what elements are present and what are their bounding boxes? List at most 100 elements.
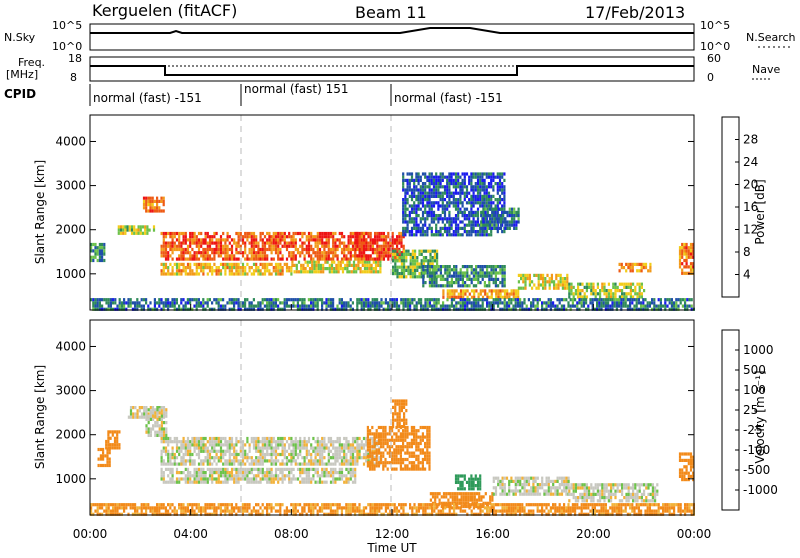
heat-cell bbox=[211, 266, 213, 269]
heat-cell bbox=[348, 242, 350, 245]
heat-cell bbox=[348, 459, 350, 462]
heat-cell bbox=[202, 248, 204, 251]
heat-cell bbox=[409, 445, 411, 448]
heat-cell bbox=[431, 227, 433, 230]
heat-cell bbox=[500, 220, 502, 223]
heat-cell bbox=[493, 298, 495, 301]
heat-cell bbox=[262, 245, 264, 248]
heat-cell bbox=[277, 258, 279, 261]
heat-cell bbox=[598, 298, 600, 301]
heat-cell bbox=[468, 220, 470, 223]
heat-cell bbox=[427, 305, 429, 308]
heat-cell bbox=[277, 468, 279, 471]
heat-cell bbox=[103, 259, 105, 262]
heat-cell bbox=[398, 452, 400, 455]
heat-cell bbox=[145, 431, 147, 434]
heat-cell bbox=[359, 258, 361, 261]
heat-cell bbox=[323, 481, 325, 484]
heat-cell bbox=[231, 477, 233, 480]
heat-cell bbox=[205, 248, 207, 251]
heat-cell bbox=[323, 471, 325, 474]
heat-cell bbox=[345, 468, 347, 471]
heat-cell bbox=[165, 235, 167, 238]
heat-cell bbox=[279, 242, 281, 245]
heat-cell bbox=[104, 454, 106, 457]
heat-cell bbox=[350, 474, 352, 477]
heat-cell bbox=[606, 289, 608, 292]
heat-cell bbox=[393, 432, 395, 435]
heat-cell bbox=[404, 445, 406, 448]
heat-cell bbox=[353, 267, 355, 270]
heat-cell bbox=[374, 298, 376, 301]
heat-cell bbox=[244, 301, 246, 304]
heat-cell bbox=[178, 248, 180, 251]
heat-cell bbox=[341, 474, 343, 477]
heat-cell bbox=[106, 454, 108, 457]
heat-cell bbox=[293, 238, 295, 241]
heat-cell bbox=[220, 453, 222, 456]
heat-cell bbox=[440, 227, 442, 230]
heat-cell bbox=[302, 270, 304, 273]
heat-cell bbox=[495, 281, 497, 284]
heat-cell bbox=[262, 450, 264, 453]
heat-cell bbox=[459, 201, 461, 204]
heat-cell bbox=[409, 305, 411, 308]
heat-cell bbox=[211, 450, 213, 453]
heat-cell bbox=[395, 452, 397, 455]
heat-cell bbox=[409, 179, 411, 182]
heat-cell bbox=[429, 192, 431, 195]
heat-cell bbox=[623, 283, 625, 286]
heat-cell bbox=[194, 235, 196, 238]
heat-cell bbox=[227, 232, 229, 235]
heat-cell bbox=[271, 258, 273, 261]
heat-cell bbox=[462, 204, 464, 207]
heat-cell bbox=[400, 448, 402, 451]
heat-cell bbox=[180, 459, 182, 462]
heat-cell bbox=[231, 437, 233, 440]
heat-cell bbox=[627, 298, 629, 301]
heat-cell bbox=[402, 188, 404, 191]
heat-cell bbox=[310, 447, 312, 450]
heat-cell bbox=[172, 453, 174, 456]
heat-cell bbox=[154, 301, 156, 304]
heat-cell bbox=[354, 232, 356, 235]
heat-cell bbox=[556, 298, 558, 301]
heat-cell bbox=[343, 251, 345, 254]
heat-cell bbox=[404, 204, 406, 207]
heat-cell bbox=[156, 209, 158, 212]
heat-cell bbox=[202, 258, 204, 261]
heat-cell bbox=[171, 305, 173, 308]
heat-cell bbox=[497, 192, 499, 195]
power-cells bbox=[90, 172, 695, 311]
heat-cell bbox=[315, 481, 317, 484]
heat-cell bbox=[246, 298, 248, 301]
heat-cell bbox=[378, 426, 380, 429]
heat-cell bbox=[664, 305, 666, 308]
heat-cell bbox=[484, 201, 486, 204]
heat-cell bbox=[218, 248, 220, 251]
heat-cell bbox=[550, 301, 552, 304]
heat-cell bbox=[253, 254, 255, 257]
heat-cell bbox=[455, 268, 457, 271]
heat-cell bbox=[499, 268, 501, 271]
heat-cell bbox=[409, 461, 411, 464]
heat-cell bbox=[161, 463, 163, 466]
heat-cell bbox=[413, 185, 415, 188]
heat-cell bbox=[477, 301, 479, 304]
heat-cell bbox=[321, 242, 323, 245]
heat-cell bbox=[515, 298, 517, 301]
heat-cell bbox=[332, 248, 334, 251]
heat-cell bbox=[163, 269, 165, 272]
heat-cell bbox=[299, 305, 301, 308]
heat-cell bbox=[513, 211, 515, 214]
heat-cell bbox=[161, 471, 163, 474]
heat-cell bbox=[251, 235, 253, 238]
heat-cell bbox=[444, 185, 446, 188]
heat-cell bbox=[180, 298, 182, 301]
heat-cell bbox=[373, 267, 375, 270]
heat-cell bbox=[606, 292, 608, 295]
heat-cell bbox=[160, 298, 162, 301]
heat-cell bbox=[104, 464, 106, 467]
heat-cell bbox=[275, 242, 277, 245]
heat-cell bbox=[319, 242, 321, 245]
